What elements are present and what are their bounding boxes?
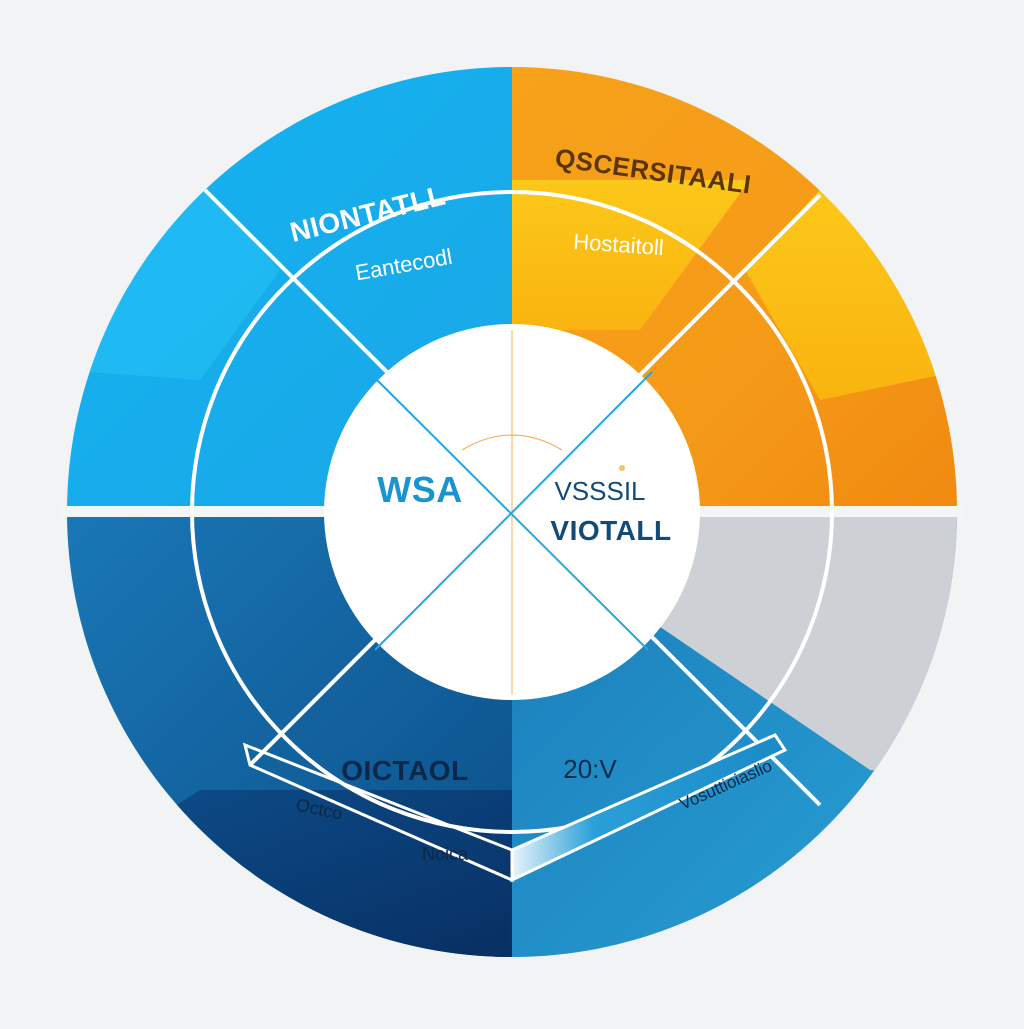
center-right-label-line2: VIOTALL	[550, 515, 671, 546]
center-left-label: WSA	[377, 469, 463, 510]
center-spark-icon	[619, 465, 625, 471]
quadrant-top-right-inner-yellow	[512, 180, 750, 330]
center-right-label-line1: VSSSIL	[554, 476, 645, 506]
quadrant-bottom-right-grey	[650, 517, 957, 780]
bottom-left-band-right: Noica	[422, 844, 469, 864]
inner-ring-outline	[190, 190, 834, 834]
center-arc	[461, 434, 563, 451]
bottom-band-right-outline	[510, 733, 788, 883]
center-diagonal-line-a	[371, 374, 649, 651]
bottom-band-right-fill	[512, 735, 785, 880]
bottom-right-title: 20:V	[563, 754, 617, 784]
bottom-left-title: OICTAOL	[341, 755, 468, 786]
center-diagonal-line-b	[374, 371, 653, 651]
quadrant-bottom-left-navy	[67, 790, 512, 957]
